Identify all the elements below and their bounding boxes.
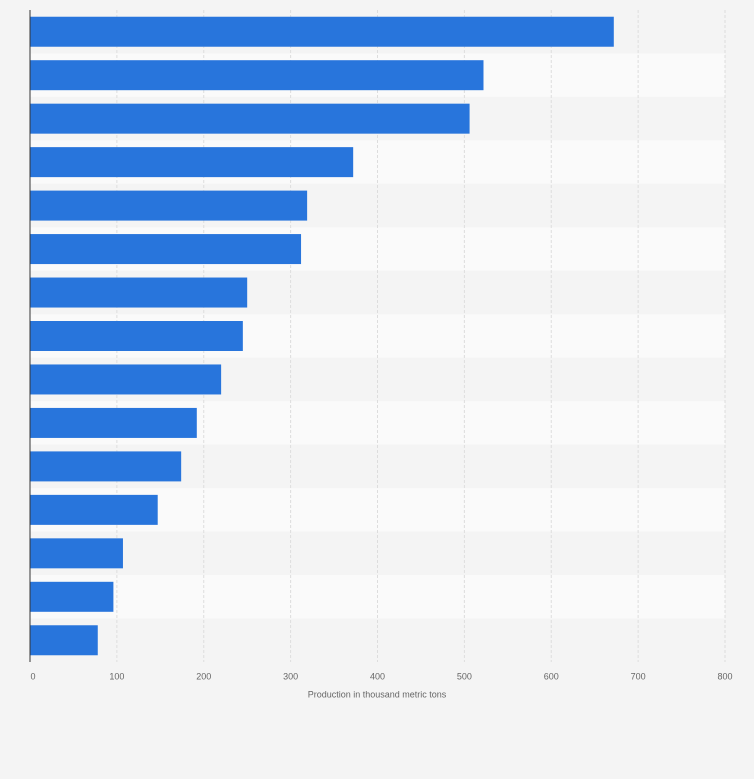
x-tick-label: 400 xyxy=(370,671,385,681)
bar xyxy=(30,625,98,656)
x-tick-label: 700 xyxy=(631,671,646,681)
x-tick-label: 500 xyxy=(457,671,472,681)
bar xyxy=(30,234,302,265)
x-tick-label: 600 xyxy=(544,671,559,681)
x-tick-label: 300 xyxy=(283,671,298,681)
bar xyxy=(30,364,222,395)
bar xyxy=(30,147,354,178)
bar xyxy=(30,407,197,438)
bar xyxy=(30,190,308,221)
bar xyxy=(30,277,248,308)
bar xyxy=(30,321,243,351)
row-stripe xyxy=(30,531,725,576)
bar xyxy=(30,538,123,569)
bar xyxy=(30,60,484,91)
bar xyxy=(30,103,470,134)
bar xyxy=(30,494,158,525)
bar xyxy=(30,451,182,482)
x-tick-label: 100 xyxy=(109,671,124,681)
x-tick-label: 800 xyxy=(717,671,732,681)
x-tick-label: 0 xyxy=(30,671,35,681)
bar xyxy=(30,581,114,612)
x-axis-label: Production in thousand metric tons xyxy=(308,689,447,699)
bar xyxy=(30,16,614,47)
x-tick-label: 200 xyxy=(196,671,211,681)
